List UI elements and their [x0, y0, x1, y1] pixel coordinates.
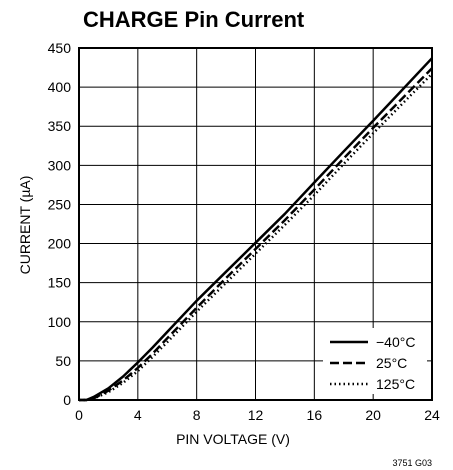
x-axis-label: PIN VOLTAGE (V)	[176, 431, 290, 447]
x-tick-label: 8	[193, 407, 201, 423]
y-tick-label: 150	[48, 275, 72, 291]
legend-label: 125°C	[376, 376, 415, 392]
y-axis-label: CURRENT (µA)	[17, 176, 33, 275]
y-tick-label: 0	[63, 392, 71, 408]
x-tick-label: 0	[75, 407, 83, 423]
y-tick-label: 50	[55, 353, 71, 369]
figure-id: 3751 G03	[392, 458, 432, 468]
x-tick-label: 12	[248, 407, 264, 423]
x-tick-label: 24	[424, 407, 440, 423]
legend-label: −40°C	[376, 334, 415, 350]
legend-label: 25°C	[376, 355, 407, 371]
x-tick-label: 20	[365, 407, 381, 423]
x-tick-labels: 0 4 8 12 16 20 24	[75, 407, 440, 423]
series-lines	[79, 57, 433, 402]
y-tick-label: 100	[48, 314, 72, 330]
plot-frame	[78, 47, 433, 401]
y-tick-label: 200	[48, 236, 72, 252]
x-tick-label: 4	[134, 407, 142, 423]
y-tick-label: 400	[48, 79, 72, 95]
y-tick-label: 300	[48, 157, 72, 173]
y-tick-labels: 0 50 100 150 200 250 300 350 400 450	[48, 40, 72, 408]
y-tick-label: 450	[48, 40, 72, 56]
legend: −40°C 25°C 125°C	[323, 328, 427, 394]
series-line-1	[79, 57, 433, 402]
y-tick-label: 350	[48, 118, 72, 134]
x-tick-label: 16	[307, 407, 323, 423]
chart-title: CHARGE Pin Current	[83, 7, 305, 32]
y-tick-label: 250	[48, 196, 72, 212]
